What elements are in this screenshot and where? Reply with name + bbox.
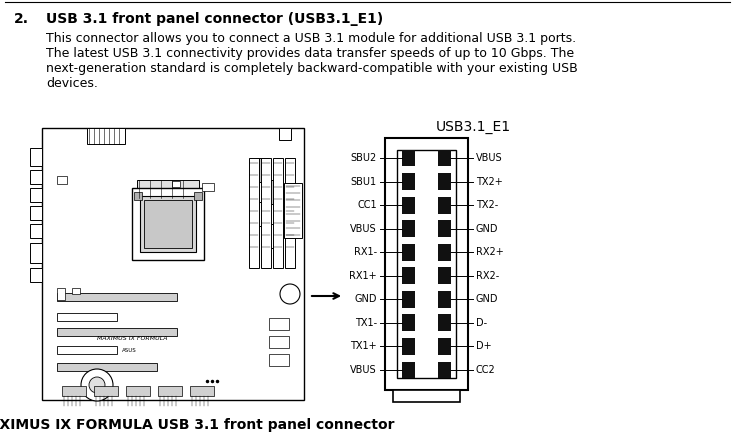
Bar <box>57 363 157 371</box>
Bar <box>57 176 67 184</box>
Bar <box>30 170 42 184</box>
Bar <box>30 243 42 263</box>
Bar <box>269 354 289 366</box>
Text: SBU1: SBU1 <box>351 177 377 186</box>
Bar <box>402 338 415 355</box>
Text: D+: D+ <box>476 341 492 352</box>
Bar <box>269 318 289 330</box>
Text: RX2-: RX2- <box>476 271 499 281</box>
Text: The latest USB 3.1 connectivity provides data transfer speeds of up to 10 Gbps. : The latest USB 3.1 connectivity provides… <box>46 47 574 60</box>
Text: TX2+: TX2+ <box>476 177 503 186</box>
Bar <box>270 224 282 248</box>
Bar <box>94 386 118 396</box>
Bar <box>402 220 415 237</box>
Bar <box>438 361 451 379</box>
Bar <box>190 386 214 396</box>
Bar <box>249 158 259 268</box>
Bar <box>126 386 150 396</box>
Bar <box>273 158 283 268</box>
Bar <box>57 288 65 300</box>
Bar <box>402 173 415 190</box>
Bar <box>270 180 282 204</box>
Bar <box>137 180 199 198</box>
Text: GND: GND <box>476 294 498 304</box>
Bar <box>402 197 415 214</box>
Text: TX1+: TX1+ <box>351 341 377 352</box>
Text: TX1-: TX1- <box>355 318 377 328</box>
Circle shape <box>280 284 300 304</box>
Bar <box>144 200 192 248</box>
Bar <box>132 188 204 260</box>
Text: VBUS: VBUS <box>351 224 377 234</box>
Text: USB3.1_E1: USB3.1_E1 <box>436 120 511 134</box>
Text: GND: GND <box>354 294 377 304</box>
Bar <box>438 291 451 308</box>
Bar <box>438 244 451 261</box>
Text: CC2: CC2 <box>476 365 495 375</box>
Text: VBUS: VBUS <box>476 153 503 163</box>
Bar <box>172 181 180 187</box>
Bar <box>438 267 451 284</box>
Text: 2.: 2. <box>14 12 29 26</box>
Bar <box>194 192 202 200</box>
Bar <box>402 150 415 166</box>
Text: devices.: devices. <box>46 77 98 90</box>
Bar <box>393 390 460 402</box>
Bar <box>438 173 451 190</box>
Text: MAXIMUS IX FORMULA: MAXIMUS IX FORMULA <box>97 336 168 341</box>
Bar <box>385 138 468 390</box>
Text: This connector allows you to connect a USB 3.1 module for additional USB 3.1 por: This connector allows you to connect a U… <box>46 32 576 45</box>
Circle shape <box>81 369 113 401</box>
Text: RX1-: RX1- <box>354 247 377 257</box>
Text: TX2-: TX2- <box>476 200 498 210</box>
Text: VBUS: VBUS <box>351 365 377 375</box>
Bar <box>285 158 295 268</box>
Text: SBU2: SBU2 <box>351 153 377 163</box>
Bar <box>30 188 42 202</box>
Bar <box>30 206 42 220</box>
Bar <box>256 202 268 226</box>
Bar <box>438 315 451 332</box>
Text: next-generation standard is completely backward-compatible with your existing US: next-generation standard is completely b… <box>46 62 578 75</box>
Text: CC1: CC1 <box>357 200 377 210</box>
Text: ASUS: ASUS <box>122 348 137 353</box>
Bar <box>158 386 182 396</box>
Bar <box>438 338 451 355</box>
Bar <box>72 288 80 294</box>
Text: USB 3.1 front panel connector (USB3.1_E1): USB 3.1 front panel connector (USB3.1_E1… <box>46 12 383 26</box>
Bar <box>279 128 291 140</box>
Bar <box>62 386 86 396</box>
Bar <box>284 183 302 238</box>
Bar <box>202 183 214 191</box>
Bar <box>402 315 415 332</box>
Bar <box>402 244 415 261</box>
Bar <box>140 196 196 252</box>
Bar <box>57 313 117 321</box>
Text: RX2+: RX2+ <box>476 247 503 257</box>
Bar <box>30 224 42 238</box>
Bar <box>57 346 117 354</box>
Bar <box>134 192 142 200</box>
Text: GND: GND <box>476 224 498 234</box>
Bar <box>256 158 268 182</box>
Bar <box>402 361 415 379</box>
Bar <box>30 268 42 282</box>
Bar <box>269 336 289 348</box>
Bar <box>57 328 177 336</box>
Text: MAXIMUS IX FORMULA USB 3.1 front panel connector: MAXIMUS IX FORMULA USB 3.1 front panel c… <box>0 418 395 432</box>
Bar <box>438 197 451 214</box>
Circle shape <box>89 377 105 393</box>
Bar <box>261 158 271 268</box>
FancyBboxPatch shape <box>42 128 304 400</box>
Bar <box>438 150 451 166</box>
Bar <box>87 128 125 144</box>
Text: D-: D- <box>476 318 487 328</box>
Text: RX1+: RX1+ <box>349 271 377 281</box>
Bar <box>402 267 415 284</box>
Bar <box>397 150 456 378</box>
Bar <box>438 220 451 237</box>
Bar <box>30 148 42 166</box>
Bar <box>402 291 415 308</box>
Bar <box>57 293 177 301</box>
